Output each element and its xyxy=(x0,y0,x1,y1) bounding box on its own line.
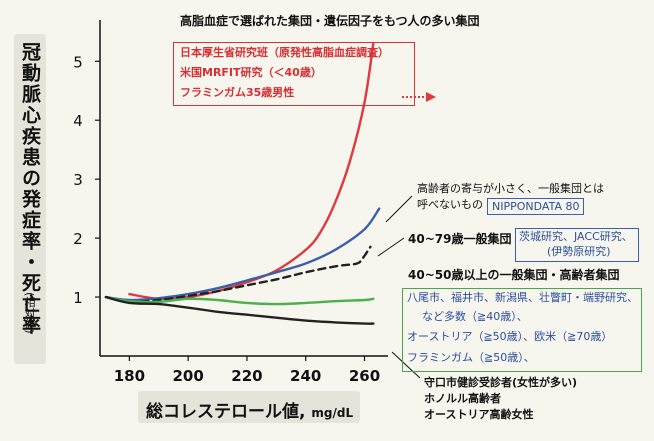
series-line-red xyxy=(128,42,375,301)
x-tick-label: 200 xyxy=(173,367,204,385)
label-age-40-79: 40~79歳一般集団 xyxy=(408,232,512,246)
pointer-small-contrib xyxy=(385,195,413,223)
red-arrow-head xyxy=(426,92,436,102)
pointer-bottom xyxy=(391,351,421,379)
ibaraki-line-1: 茨城研究、JACC研究、 xyxy=(519,230,633,243)
y-axis-label: 冠動脈心疾患の発症率・死亡率 xyxy=(19,42,41,336)
green-box-line-4: フラミンガム（≧50歳）、 xyxy=(407,351,535,364)
green-box-line-2: など多数（≧40歳）、 xyxy=(422,310,528,323)
series-line-green xyxy=(104,295,375,306)
xlabel-background xyxy=(138,391,360,423)
y-tick-label: 5 xyxy=(73,53,83,71)
y-tick-label: 2 xyxy=(73,230,83,248)
x-axis-unit: mg/dL xyxy=(311,406,354,420)
series-line-blue xyxy=(104,207,381,302)
y-tick-label: 1 xyxy=(73,289,83,307)
series-line-dashed xyxy=(104,245,372,304)
green-annotation-box xyxy=(402,288,642,372)
y-tick-label: 4 xyxy=(73,112,83,130)
green-box-line-1: 八尾市、福井市、新潟県、壮瞥町・端野研究、 xyxy=(407,291,638,304)
nippondata-box: NIPPONDATA 80 xyxy=(487,198,585,215)
red-annotation-box xyxy=(173,42,415,106)
ylabel-background xyxy=(14,34,46,364)
red-box-line-2: 米国MRFIT研究（＜40歳） xyxy=(180,66,322,79)
red-box-line-1: 日本厚生省研究班（原発性高脂血症調査） xyxy=(180,46,389,59)
x-tick-label: 180 xyxy=(114,367,145,385)
x-tick-label: 220 xyxy=(231,367,262,385)
ibaraki-line-2: (伊勢原研究) xyxy=(547,245,611,258)
red-box-line-3: フラミンガム35歳男性 xyxy=(180,86,295,99)
x-tick-label: 240 xyxy=(290,367,321,385)
bottom-line-3: オーストリア高齢女性 xyxy=(424,408,534,421)
pointer-age-40-79 xyxy=(377,237,405,257)
x-axis-label: 総コレステロール値, mg/dL xyxy=(146,402,354,422)
series-line-black xyxy=(104,295,375,325)
note-small-contrib-2: 呼べないもの xyxy=(417,198,483,211)
bottom-line-2: ホノルル高齢者 xyxy=(424,392,501,405)
x-axis-label-text: 総コレステロール値 xyxy=(146,402,299,422)
green-box-line-3: オーストリア（≧50歳）、欧米（≧70歳） xyxy=(407,330,613,343)
ibaraki-box xyxy=(515,228,639,262)
label-age-40-50: 40~50歳以上の一般集団・高齢者集団 xyxy=(408,268,620,282)
note-small-contrib-1: 高齢者の寄与が小さく、一般集団とは xyxy=(417,182,604,195)
y-tick-label: 3 xyxy=(73,171,83,189)
x-tick-label: 260 xyxy=(349,367,380,385)
bottom-line-1: 守口市健診受診者(女性が多い) xyxy=(424,376,578,389)
chart-title: 高脂血症で選ばれた集団・遺伝因子をもつ人の多い集団 xyxy=(180,14,480,28)
y-axis-sublabel: (相対値) xyxy=(23,292,36,334)
